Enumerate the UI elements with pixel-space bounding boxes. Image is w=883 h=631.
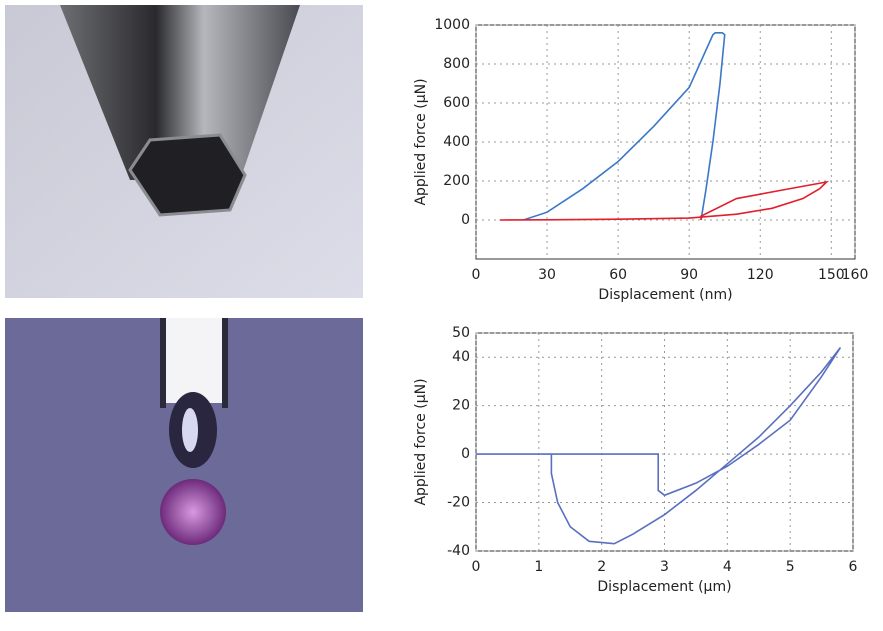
x-axis-label: Displacement (μm) [597,579,731,595]
x-tick-label: 5 [786,559,795,575]
y-tick-label: 0 [461,446,470,462]
x-tick-label: 0 [472,559,481,575]
y-tick-label: 50 [452,325,470,341]
x-tick-label: 0 [472,267,481,283]
photo-tip [5,5,363,298]
y-tick-label: 20 [452,398,470,414]
plot-area [475,24,856,260]
photo-probe [5,318,363,612]
x-tick-label: 1 [534,559,543,575]
y-axis-label: Applied force (μN) [413,78,429,205]
x-tick-label: 60 [609,267,627,283]
y-tick-label: 400 [443,134,470,150]
x-tick-label: 150 [818,267,845,283]
x-tick-label: 3 [660,559,669,575]
y-tick-label: 1000 [434,17,470,33]
y-axis-label: Applied force (μN) [413,378,429,505]
data-line [499,180,830,221]
y-tick-label: 0 [461,212,470,228]
x-tick-label: 120 [747,267,774,283]
data-line [476,347,842,545]
x-tick-label: 2 [597,559,606,575]
data-line [523,31,726,221]
y-tick-label: 800 [443,56,470,72]
x-tick-label: 160 [842,267,869,283]
y-tick-label: 40 [452,349,470,365]
y-tick-label: 600 [443,95,470,111]
y-tick-label: -40 [447,543,470,559]
x-tick-label: 4 [723,559,732,575]
x-tick-label: 6 [849,559,858,575]
y-tick-label: -20 [447,495,470,511]
x-axis-label: Displacement (nm) [598,287,732,303]
y-tick-label: 200 [443,173,470,189]
x-tick-label: 30 [538,267,556,283]
x-tick-label: 90 [680,267,698,283]
